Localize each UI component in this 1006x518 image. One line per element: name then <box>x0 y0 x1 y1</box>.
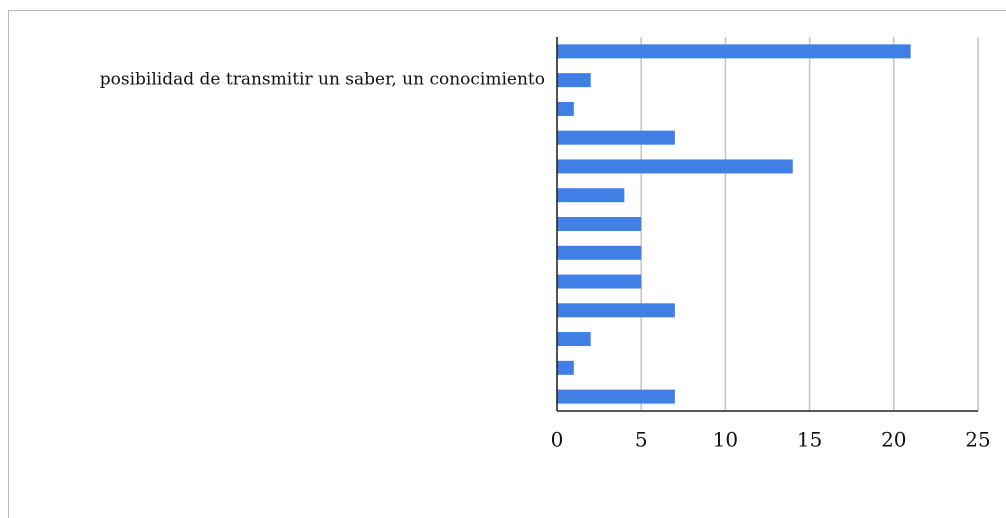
y-tick-label: posibilidad de transmitir un saber, un c… <box>100 70 545 90</box>
bar <box>557 217 642 231</box>
x-tick-label: 25 <box>965 428 990 452</box>
bar <box>557 303 675 318</box>
chart-frame <box>8 10 1006 518</box>
x-tick-label: 20 <box>881 428 906 452</box>
bar <box>557 245 642 260</box>
bar <box>557 159 793 174</box>
bar <box>557 360 574 375</box>
x-tick-label: 10 <box>713 428 738 452</box>
bar <box>557 44 911 59</box>
x-tick-label: 5 <box>635 428 648 452</box>
x-tick-label: 0 <box>551 428 564 452</box>
bar <box>557 188 625 203</box>
bar <box>557 73 591 88</box>
bar <box>557 332 591 347</box>
x-tick-label: 15 <box>797 428 822 452</box>
bar <box>557 274 642 289</box>
bar <box>557 130 675 145</box>
bar <box>557 389 675 404</box>
bar <box>557 101 574 116</box>
